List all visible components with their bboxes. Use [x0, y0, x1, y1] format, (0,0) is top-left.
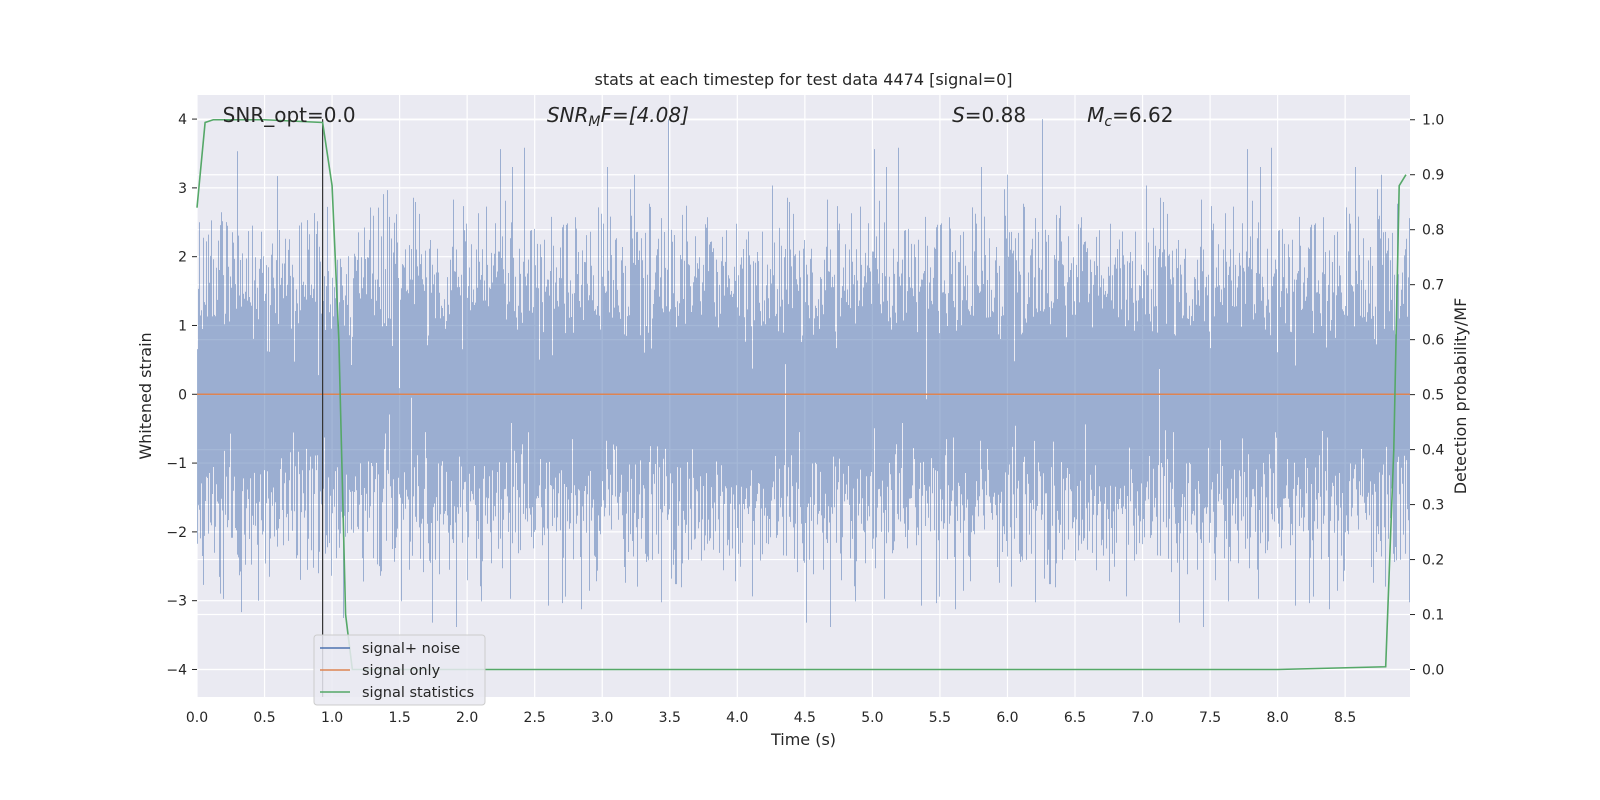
- y2-axis-ticks: 0.0 0.1 0.2 0.3 0.4 0.5 0.6 0.7 0.8 0.9 1.0: [1410, 113, 1444, 679]
- annotation-s-main: S: [952, 103, 965, 127]
- y-tick-label: −2: [166, 525, 187, 541]
- x-tick-label: 3.5: [659, 710, 681, 726]
- x-tick-label: 4.0: [726, 710, 748, 726]
- annotations: SNR_opt=0.0 SNRMF=[4.08] S=0.88 Mc=6.62: [223, 103, 1174, 130]
- y2-tick-label: 0.7: [1422, 278, 1444, 294]
- y-tick-label: 3: [178, 181, 187, 197]
- y2-tick-label: 0.1: [1422, 608, 1444, 624]
- x-tick-label: 5.0: [861, 710, 883, 726]
- annotation-mc-rest: =6.62: [1112, 103, 1173, 127]
- y-tick-label: −1: [166, 456, 187, 472]
- y2-tick-label: 0.8: [1422, 223, 1444, 239]
- y2-tick-label: 0.3: [1422, 498, 1444, 514]
- x-tick-label: 6.5: [1064, 710, 1086, 726]
- x-tick-label: 5.5: [929, 710, 951, 726]
- y-tick-label: 1: [178, 318, 187, 334]
- y2-tick-label: 0.2: [1422, 553, 1444, 569]
- x-tick-label: 7.5: [1199, 710, 1221, 726]
- y2-tick-label: 0.6: [1422, 333, 1444, 349]
- y-tick-label: 4: [178, 112, 187, 128]
- x-tick-label: 1.5: [388, 710, 410, 726]
- annotation-mc: Mc=6.62: [1087, 103, 1173, 130]
- annotation-snr-mf: SNRMF=[4.08]: [547, 103, 689, 130]
- y-tick-label: 0: [178, 387, 187, 403]
- y-axis-label: Whitened strain: [136, 332, 155, 459]
- legend-box: [313, 634, 486, 706]
- x-tick-label: 6.0: [996, 710, 1018, 726]
- y2-tick-label: 0.9: [1422, 168, 1444, 184]
- legend-label-signal-noise: signal+ noise: [362, 641, 460, 657]
- x-tick-label: 7.0: [1131, 710, 1153, 726]
- y-tick-label: −4: [166, 662, 187, 678]
- annotation-snr-mf-rest: F=[4.08]: [601, 103, 689, 127]
- y2-tick-label: 1.0: [1422, 113, 1444, 129]
- x-tick-label: 0.0: [186, 710, 208, 726]
- annotation-snr-mf-main: SNR: [547, 103, 589, 127]
- annotation-s: S=0.88: [952, 103, 1026, 127]
- y2-tick-label: 0.4: [1422, 443, 1444, 459]
- x-tick-label: 1.0: [321, 710, 343, 726]
- legend-label-signal-statistics: signal statistics: [362, 685, 474, 701]
- x-tick-label: 3.0: [591, 710, 613, 726]
- chart-title: stats at each timestep for test data 447…: [594, 70, 1012, 89]
- y2-tick-label: 0.0: [1422, 663, 1444, 679]
- x-tick-label: 8.5: [1334, 710, 1356, 726]
- y-tick-label: −3: [166, 594, 187, 610]
- x-tick-label: 2.5: [524, 710, 546, 726]
- x-tick-label: 0.5: [253, 710, 275, 726]
- y2-axis-label: Detection probability/MF: [1451, 298, 1470, 495]
- legend: signal+ noise signal only signal statist…: [313, 634, 486, 706]
- legend-label-signal-only: signal only: [362, 663, 441, 679]
- x-tick-label: 8.0: [1266, 710, 1288, 726]
- x-axis-ticks: 0.0 0.5 1.0 1.5 2.0 2.5 3.0 3.5 4.0 4.5 5.0 5.5 6.0 6…: [186, 710, 1356, 726]
- annotation-snr-mf-sub: M: [588, 114, 600, 130]
- annotation-mc-main: M: [1087, 103, 1104, 127]
- y-tick-label: 2: [178, 250, 187, 266]
- annotation-s-rest: =0.88: [965, 103, 1026, 127]
- annotation-snr-opt: SNR_opt=0.0: [223, 103, 356, 127]
- x-axis-label: Time (s): [770, 730, 836, 749]
- y2-tick-label: 0.5: [1422, 388, 1444, 404]
- annotation-mc-sub: c: [1104, 114, 1112, 130]
- x-tick-label: 2.0: [456, 710, 478, 726]
- series-line-signal-noise: [197, 119, 1410, 627]
- y-axis-ticks: −4 −3 −2 −1 0 1 2 3 4: [166, 112, 197, 678]
- series-signal-noise: [197, 119, 1410, 627]
- x-tick-label: 4.5: [794, 710, 816, 726]
